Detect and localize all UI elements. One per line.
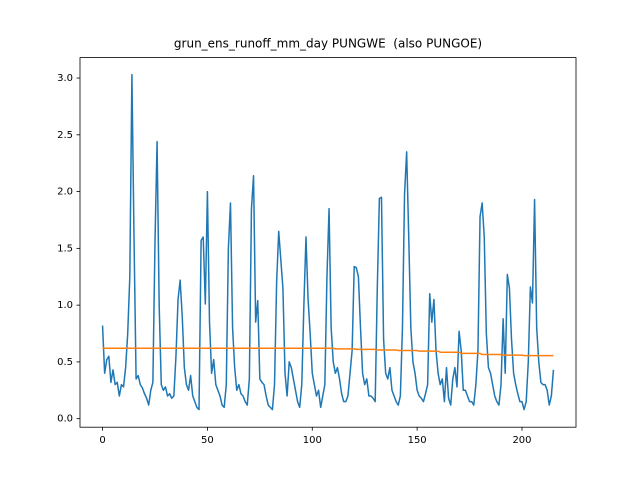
x-tick-label: 0 — [99, 435, 105, 446]
x-tick-label: 100 — [303, 435, 322, 446]
y-tick-label: 0.5 — [57, 357, 73, 368]
y-tick-label: 1.0 — [57, 300, 73, 311]
data-line — [101, 73, 555, 411]
x-tick-label: 200 — [512, 435, 531, 446]
axes-frame — [79, 57, 577, 428]
y-tick-label: 3.0 — [57, 73, 73, 84]
x-tick-label: 50 — [201, 435, 214, 446]
y-tick-label: 2.0 — [57, 187, 73, 198]
y-tick-label: 2.5 — [57, 130, 73, 141]
data-line — [102, 347, 554, 357]
y-tick-label: 1.5 — [57, 243, 73, 254]
x-tick-label: 150 — [408, 435, 427, 446]
chart-title: grun_ens_runoff_mm_day PUNGWE (also PUNG… — [174, 37, 482, 51]
y-tick-label: 0.0 — [57, 414, 73, 425]
